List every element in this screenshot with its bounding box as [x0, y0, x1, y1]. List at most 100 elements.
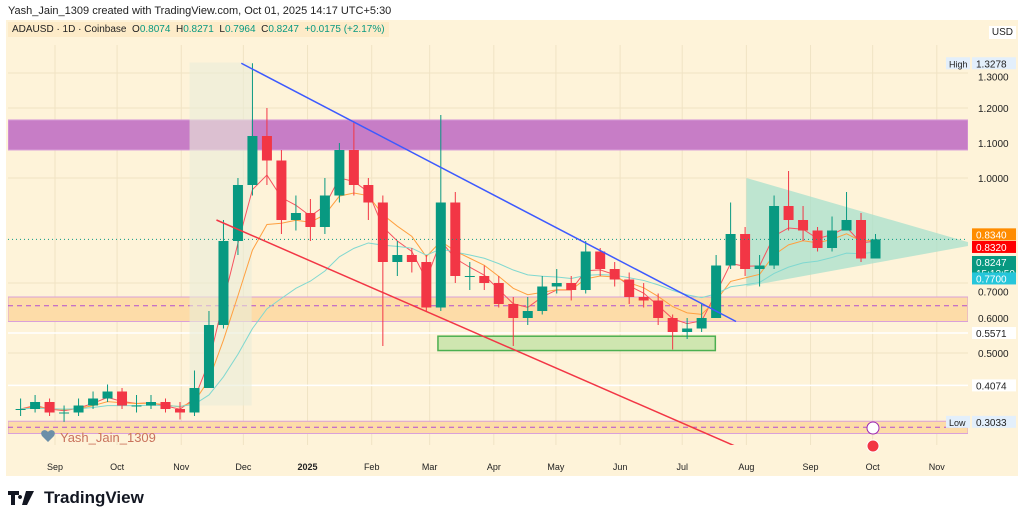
candle-body — [348, 150, 359, 185]
x-tick-label: May — [547, 462, 565, 472]
tradingview-logo-icon — [8, 491, 34, 505]
candle-body — [305, 213, 316, 227]
price-zone — [8, 296, 968, 322]
candle-body — [682, 328, 693, 332]
x-tick-label: Feb — [364, 462, 380, 472]
candle-body — [334, 150, 345, 196]
candle-body — [522, 311, 533, 318]
open-value: 0.8074 — [139, 24, 171, 35]
candle-body — [696, 318, 707, 329]
close-label: C — [261, 24, 269, 35]
candle-body — [653, 300, 664, 318]
candle-body — [146, 402, 157, 406]
candle-body — [276, 160, 287, 220]
open-label: O — [132, 24, 140, 35]
x-tick-label: Nov — [929, 462, 946, 472]
price-tag-bg — [946, 57, 970, 70]
close-value: 0.8247 — [268, 24, 299, 35]
trendline — [216, 219, 735, 445]
candle-body — [160, 402, 171, 409]
candle-body — [769, 206, 780, 266]
candle-body — [783, 206, 794, 220]
symbol-legend: ADAUSD · 1D · Coinbase O0.8074 H0.8271 L… — [8, 22, 389, 37]
price-label-bg — [972, 415, 1016, 428]
change-value: +0.0175 (+2.17%) — [304, 24, 385, 35]
price-tag-bg — [946, 415, 970, 428]
candle-body — [15, 409, 26, 410]
candle-body — [508, 304, 519, 318]
price-label: 0.3033 — [976, 418, 1007, 429]
price-label: 0.8340 — [976, 230, 1007, 241]
price-label: 0.8320 — [976, 243, 1007, 254]
x-tick-label: Oct — [866, 462, 881, 472]
x-tick-label: Dec — [235, 462, 252, 472]
candle-body — [711, 265, 722, 318]
candle-body — [754, 265, 765, 269]
candle-body — [290, 213, 301, 220]
candle-body — [261, 136, 272, 161]
watermark-text: Yash_Jain_1309 — [60, 430, 156, 445]
candle-body — [189, 388, 200, 413]
footer-brand: TradingView — [44, 488, 144, 507]
candle-body — [421, 262, 432, 308]
candle-body — [73, 405, 84, 413]
price-label-bg — [972, 379, 1016, 392]
candle-body — [131, 405, 142, 407]
candle-body — [59, 412, 70, 414]
price-tag: High — [949, 59, 968, 69]
x-tick-label: Jun — [613, 462, 628, 472]
candle-body — [30, 402, 41, 409]
candle-body — [638, 297, 649, 301]
candle-body — [450, 202, 461, 276]
x-tick-label: Jul — [676, 462, 688, 472]
us-flag-event-icon — [866, 439, 880, 453]
candle-body — [117, 391, 128, 406]
candle-body — [740, 234, 751, 269]
price-zone — [8, 119, 968, 151]
candle-body — [363, 185, 374, 203]
candle-body — [856, 220, 867, 259]
price-label: 0.7700 — [976, 274, 1007, 285]
y-tick-label: 1.3000 — [978, 72, 1009, 83]
candle-body — [566, 283, 577, 290]
currency-button[interactable]: USD — [988, 26, 1016, 39]
candle-body — [406, 255, 417, 262]
price-label-bg — [972, 240, 1016, 253]
candle-body — [218, 241, 229, 325]
y-tick-label: 1.0000 — [978, 174, 1009, 185]
low-value: 0.7964 — [224, 24, 256, 35]
candle-body — [841, 220, 852, 231]
high-value: 0.8271 — [183, 24, 214, 35]
footer-logo[interactable]: TradingView — [8, 488, 144, 508]
x-tick-label: Nov — [173, 462, 190, 472]
y-tick-label: 0.5000 — [978, 349, 1009, 360]
x-tick-label: Mar — [422, 462, 438, 472]
candle-body — [725, 234, 736, 266]
price-label-bg — [972, 57, 1016, 70]
candle-body — [812, 230, 823, 248]
x-tick-label: 2025 — [298, 462, 318, 472]
candle-body — [319, 195, 330, 227]
price-label-bg — [972, 228, 1016, 241]
x-tick-label: Sep — [47, 462, 63, 472]
candle-body — [798, 220, 809, 231]
candle-body — [232, 185, 243, 241]
candle-body — [464, 276, 475, 277]
candle-body — [580, 251, 591, 290]
price-label-bg — [972, 272, 1016, 285]
trendline — [240, 62, 737, 323]
price-label-bg — [972, 327, 1016, 340]
candle-body — [44, 402, 55, 413]
candle-body — [247, 136, 258, 185]
x-tick-label: Oct — [110, 462, 125, 472]
price-tag: Low — [949, 418, 966, 428]
y-tick-label: 0.6000 — [978, 314, 1009, 325]
candle-body — [493, 283, 504, 304]
candle-body — [870, 239, 881, 259]
plot-group — [8, 45, 968, 445]
candle-body — [102, 391, 113, 399]
y-tick-label: 1.1000 — [978, 139, 1009, 150]
candle-body — [174, 409, 185, 413]
high-label: H — [175, 24, 184, 35]
